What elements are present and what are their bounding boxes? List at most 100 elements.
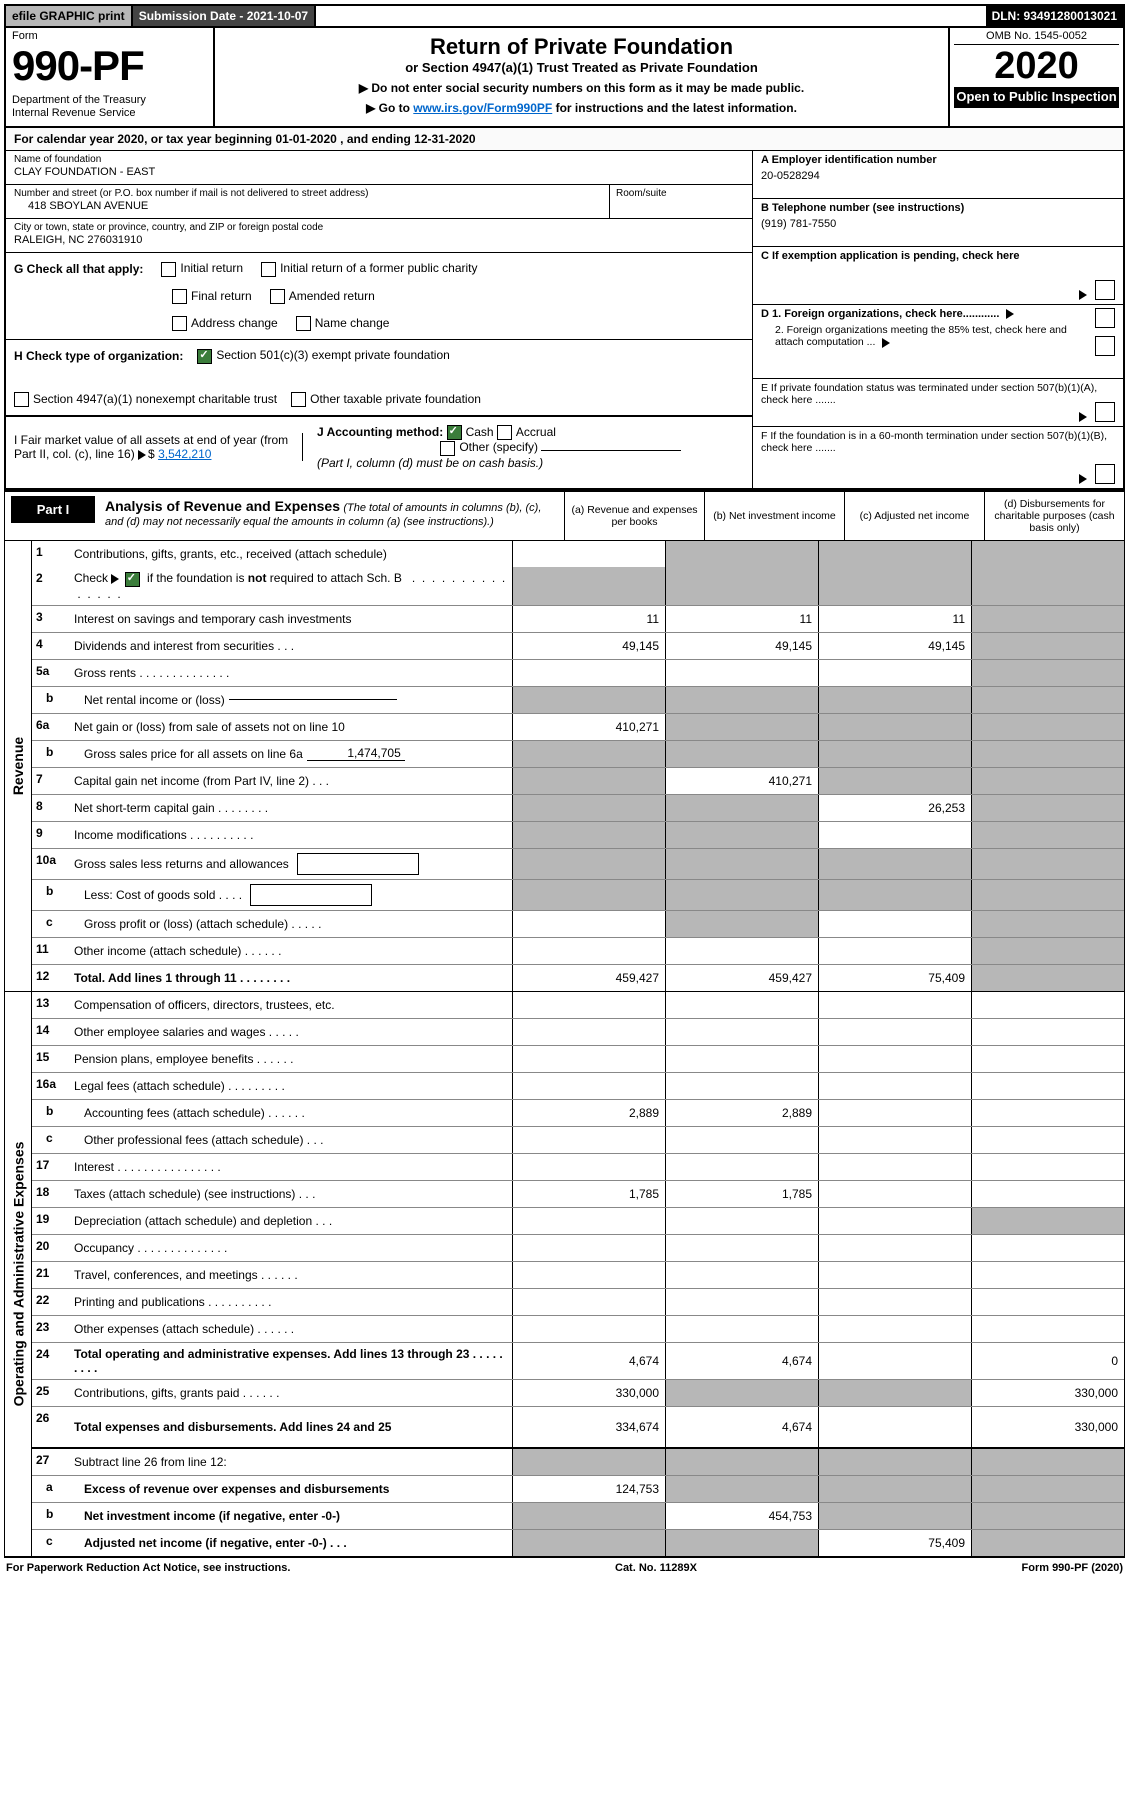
- dln-label: DLN: 93491280013021: [986, 6, 1123, 26]
- line-5a: 5aGross rents . . . . . . . . . . . . . …: [32, 659, 1124, 686]
- form-word: Form: [12, 30, 207, 42]
- line-2: 2Check if the foundation is not required…: [32, 567, 1124, 604]
- schb-checkbox[interactable]: [125, 572, 140, 587]
- form-subtitle: or Section 4947(a)(1) Trust Treated as P…: [223, 60, 940, 75]
- line-12: 12Total. Add lines 1 through 11 . . . . …: [32, 964, 1124, 991]
- line-3: 3Interest on savings and temporary cash …: [32, 605, 1124, 632]
- c-checkbox[interactable]: [1095, 280, 1115, 300]
- name-label: Name of foundation: [14, 154, 744, 165]
- d1-checkbox[interactable]: [1095, 308, 1115, 328]
- line-19: 19Depreciation (attach schedule) and dep…: [32, 1207, 1124, 1234]
- e-checkbox[interactable]: [1095, 402, 1115, 422]
- g-opt-name[interactable]: Name change: [296, 316, 390, 331]
- form990pf-link[interactable]: www.irs.gov/Form990PF: [413, 101, 552, 115]
- i-j-row: I Fair market value of all assets at end…: [6, 416, 752, 478]
- arrow-icon: [1079, 290, 1087, 300]
- line-26: 26Total expenses and disbursements. Add …: [32, 1406, 1124, 1447]
- line-18: 18Taxes (attach schedule) (see instructi…: [32, 1180, 1124, 1207]
- line-27: 27Subtract line 26 from line 12:: [32, 1447, 1124, 1475]
- arrow-icon: [1079, 474, 1087, 484]
- footer-left: For Paperwork Reduction Act Notice, see …: [6, 1562, 290, 1574]
- line-27a: aExcess of revenue over expenses and dis…: [32, 1475, 1124, 1502]
- h-opt-other[interactable]: Other taxable private foundation: [291, 392, 481, 407]
- note1-text: Do not enter social security numbers on …: [371, 81, 804, 95]
- header-left: Form 990-PF Department of the Treasury I…: [6, 28, 215, 126]
- ein-value: 20-0528294: [761, 170, 1115, 182]
- line-17: 17Interest . . . . . . . . . . . . . . .…: [32, 1153, 1124, 1180]
- g-opt-initial[interactable]: Initial return: [161, 261, 243, 276]
- c-label: C If exemption application is pending, c…: [761, 250, 1020, 262]
- note2-post: for instructions and the latest informat…: [552, 101, 797, 115]
- line-6a: 6aNet gain or (loss) from sale of assets…: [32, 713, 1124, 740]
- part1-title: Analysis of Revenue and Expenses: [105, 498, 340, 514]
- line-24: 24Total operating and administrative exp…: [32, 1342, 1124, 1379]
- city-cell: City or town, state or province, country…: [6, 219, 752, 253]
- city-value: RALEIGH, NC 276031910: [14, 234, 744, 246]
- j-opt-accrual[interactable]: Accrual: [497, 425, 556, 439]
- info-left: Name of foundation CLAY FOUNDATION - EAS…: [6, 151, 752, 488]
- arrow-icon: [882, 338, 890, 348]
- h-check-row: H Check type of organization: Section 50…: [6, 340, 752, 416]
- footer-mid: Cat. No. 11289X: [615, 1562, 697, 1574]
- col-c-hdr: (c) Adjusted net income: [844, 492, 984, 540]
- note2-pre: Go to: [379, 101, 414, 115]
- h-opt-501c3[interactable]: Section 501(c)(3) exempt private foundat…: [197, 348, 449, 363]
- h-opt-4947[interactable]: Section 4947(a)(1) nonexempt charitable …: [14, 392, 277, 407]
- submission-date: Submission Date - 2021-10-07: [133, 6, 316, 26]
- g-opt-initial-former[interactable]: Initial return of a former public charit…: [261, 261, 477, 276]
- line-27c: cAdjusted net income (if negative, enter…: [32, 1529, 1124, 1556]
- form-header: Form 990-PF Department of the Treasury I…: [4, 28, 1125, 128]
- col-d-hdr: (d) Disbursements for charitable purpose…: [984, 492, 1124, 540]
- expenses-side-label: Operating and Administrative Expenses: [5, 992, 32, 1556]
- j-block: J Accounting method: Cash Accrual Other …: [317, 425, 744, 470]
- g-opt-amended[interactable]: Amended return: [270, 289, 375, 304]
- g-opt-final[interactable]: Final return: [172, 289, 252, 304]
- line-15: 15Pension plans, employee benefits . . .…: [32, 1045, 1124, 1072]
- e-label: E If private foundation status was termi…: [761, 382, 1097, 406]
- line-14: 14Other employee salaries and wages . . …: [32, 1018, 1124, 1045]
- col-b-hdr: (b) Net investment income: [704, 492, 844, 540]
- part1-label: Part I: [11, 496, 95, 523]
- g-label: G Check all that apply:: [14, 262, 143, 276]
- line-11: 11Other income (attach schedule) . . . .…: [32, 937, 1124, 964]
- f-cell: F If the foundation is in a 60-month ter…: [753, 427, 1123, 488]
- j-opt-cash[interactable]: Cash: [447, 425, 494, 439]
- form-title: Return of Private Foundation: [223, 34, 940, 60]
- line-10b: bLess: Cost of goods sold . . . .: [32, 879, 1124, 910]
- g-opt-address[interactable]: Address change: [172, 316, 278, 331]
- line-5b: bNet rental income or (loss): [32, 686, 1124, 713]
- arrow-icon: [1079, 412, 1087, 422]
- line-8: 8Net short-term capital gain . . . . . .…: [32, 794, 1124, 821]
- i-block: I Fair market value of all assets at end…: [14, 433, 303, 461]
- efile-label: efile GRAPHIC print: [6, 6, 133, 26]
- ein-cell: A Employer identification number 20-0528…: [753, 151, 1123, 199]
- d-cell: D 1. Foreign organizations, check here..…: [753, 305, 1123, 379]
- f-checkbox[interactable]: [1095, 464, 1115, 484]
- line-6b: bGross sales price for all assets on lin…: [32, 740, 1124, 767]
- header-center: Return of Private Foundation or Section …: [215, 28, 948, 126]
- j-note: (Part I, column (d) must be on cash basi…: [317, 456, 543, 470]
- line-20: 20Occupancy . . . . . . . . . . . . . .: [32, 1234, 1124, 1261]
- revenue-body: 1Contributions, gifts, grants, etc., rec…: [32, 541, 1124, 990]
- fmv-link[interactable]: 3,542,210: [158, 447, 211, 461]
- line-10c: cGross profit or (loss) (attach schedule…: [32, 910, 1124, 937]
- open-inspection: Open to Public Inspection: [954, 87, 1119, 108]
- j-opt-other[interactable]: Other (specify): [440, 440, 538, 454]
- line-1: 1Contributions, gifts, grants, etc., rec…: [32, 541, 1124, 567]
- note-1: ▶ Do not enter social security numbers o…: [223, 81, 940, 95]
- arrow-icon: [138, 450, 146, 460]
- expenses-body: 13Compensation of officers, directors, t…: [32, 992, 1124, 1556]
- a-label: A Employer identification number: [761, 154, 937, 166]
- d1-label: D 1. Foreign organizations, check here..…: [761, 308, 999, 320]
- addr-label: Number and street (or P.O. box number if…: [14, 188, 601, 199]
- d2-label: 2. Foreign organizations meeting the 85%…: [775, 324, 1067, 348]
- line-23: 23Other expenses (attach schedule) . . .…: [32, 1315, 1124, 1342]
- arrow-icon: [1006, 309, 1014, 319]
- address-row: Number and street (or P.O. box number if…: [6, 185, 752, 219]
- d2-checkbox[interactable]: [1095, 336, 1115, 356]
- info-right: A Employer identification number 20-0528…: [752, 151, 1123, 488]
- line-21: 21Travel, conferences, and meetings . . …: [32, 1261, 1124, 1288]
- part1-desc: Analysis of Revenue and Expenses (The to…: [95, 492, 564, 540]
- h-label: H Check type of organization:: [14, 349, 183, 363]
- foundation-name-cell: Name of foundation CLAY FOUNDATION - EAS…: [6, 151, 752, 185]
